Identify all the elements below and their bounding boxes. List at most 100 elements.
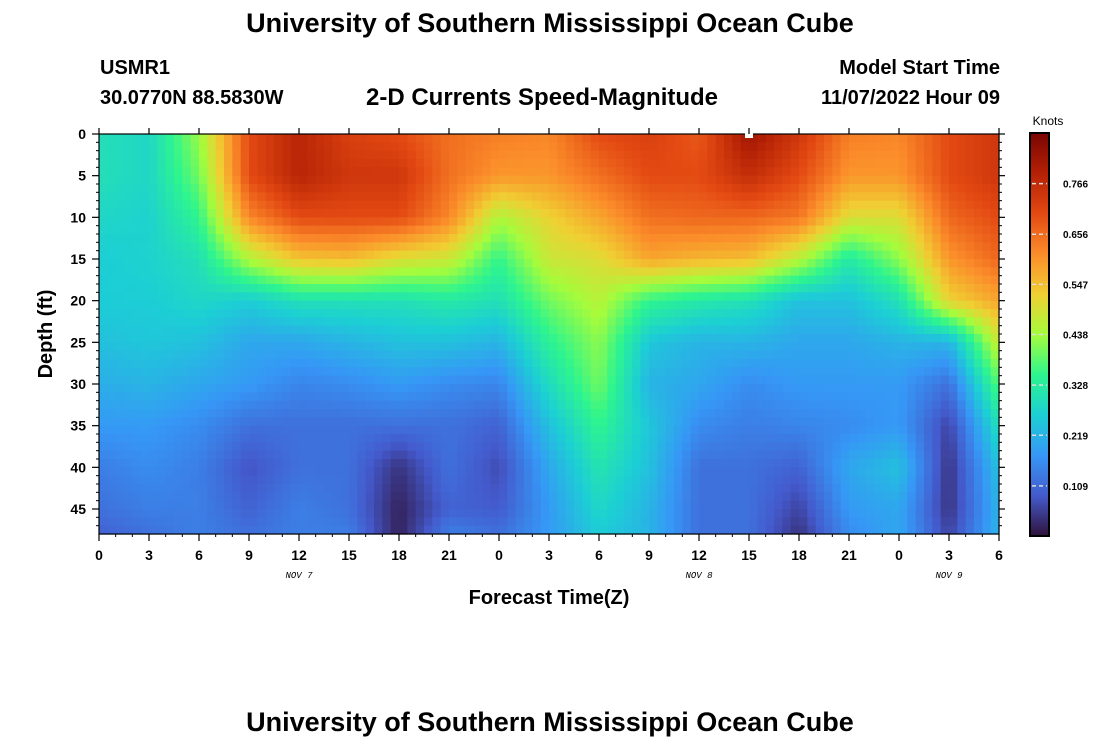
heatmap-cell bbox=[499, 442, 508, 452]
heatmap-cell bbox=[215, 367, 225, 377]
heatmap-cell bbox=[390, 184, 400, 193]
heatmap-cell bbox=[557, 217, 567, 227]
heatmap-cell bbox=[990, 350, 1000, 360]
heatmap-cell bbox=[615, 292, 625, 302]
heatmap-cell bbox=[415, 175, 425, 185]
heatmap-cell bbox=[207, 475, 217, 485]
heatmap-cell bbox=[599, 134, 608, 143]
heatmap-cell bbox=[115, 159, 125, 168]
heatmap-cell bbox=[507, 150, 517, 160]
heatmap-cell bbox=[349, 300, 358, 310]
heatmap-cell bbox=[607, 417, 617, 427]
heatmap-cell bbox=[474, 375, 483, 385]
heatmap-cell bbox=[665, 217, 675, 227]
heatmap-cell bbox=[565, 159, 575, 168]
heatmap-cell bbox=[749, 159, 758, 168]
heatmap-cell bbox=[715, 417, 725, 427]
heatmap-cell bbox=[490, 317, 500, 327]
heatmap-cell bbox=[765, 234, 775, 243]
heatmap-cell bbox=[232, 375, 242, 385]
heatmap-cell bbox=[557, 267, 567, 277]
heatmap-cell bbox=[449, 367, 458, 377]
heatmap-cell bbox=[832, 492, 842, 502]
heatmap-cell bbox=[782, 384, 792, 393]
heatmap-cell bbox=[249, 450, 258, 460]
heatmap-cell bbox=[482, 284, 492, 293]
heatmap-cell bbox=[274, 225, 283, 235]
heatmap-cell bbox=[557, 225, 567, 235]
heatmap-cell bbox=[915, 250, 925, 260]
heatmap-cell bbox=[374, 217, 383, 227]
heatmap-cell bbox=[240, 200, 250, 210]
heatmap-cell bbox=[290, 267, 300, 277]
heatmap-cell bbox=[124, 300, 133, 310]
heatmap-cell bbox=[240, 284, 250, 293]
heatmap-cell bbox=[365, 317, 375, 327]
heatmap-cell bbox=[332, 384, 342, 393]
heatmap-cell bbox=[149, 484, 158, 493]
heatmap-cell bbox=[949, 142, 958, 152]
heatmap-cell bbox=[874, 450, 883, 460]
heatmap-cell bbox=[815, 434, 825, 443]
heatmap-cell bbox=[499, 175, 508, 185]
heatmap-cell bbox=[115, 175, 125, 185]
heatmap-cell bbox=[265, 175, 275, 185]
heatmap-cell bbox=[649, 325, 658, 335]
heatmap-cell bbox=[707, 459, 717, 468]
heatmap-cell bbox=[240, 309, 250, 318]
heatmap-cell bbox=[182, 434, 192, 443]
heatmap-cell bbox=[324, 509, 333, 518]
heatmap-cell bbox=[107, 425, 117, 435]
heatmap-cell bbox=[774, 492, 783, 502]
heatmap-cell bbox=[465, 350, 475, 360]
heatmap-cell bbox=[165, 409, 175, 418]
heatmap-cell bbox=[957, 425, 967, 435]
heatmap-cell bbox=[474, 392, 483, 402]
heatmap-cell bbox=[932, 342, 942, 352]
heatmap-cell bbox=[224, 467, 233, 477]
heatmap-cell bbox=[474, 175, 483, 185]
heatmap-cell bbox=[449, 450, 458, 460]
heatmap-cell bbox=[299, 392, 308, 402]
heatmap-cell bbox=[774, 384, 783, 393]
heatmap-cell bbox=[440, 350, 450, 360]
heatmap-cell bbox=[432, 450, 442, 460]
heatmap-cell bbox=[374, 175, 383, 185]
heatmap-cell bbox=[157, 409, 167, 418]
heatmap-cell bbox=[365, 417, 375, 427]
heatmap-cell bbox=[440, 250, 450, 260]
heatmap-cell bbox=[99, 334, 108, 343]
heatmap-cell bbox=[874, 250, 883, 260]
heatmap-cell bbox=[240, 300, 250, 310]
heatmap-cell bbox=[524, 259, 533, 268]
heatmap-cell bbox=[957, 475, 967, 485]
heatmap-cell bbox=[532, 217, 542, 227]
heatmap-cell bbox=[857, 409, 867, 418]
heatmap-cell bbox=[965, 367, 975, 377]
heatmap-cell bbox=[524, 450, 533, 460]
heatmap-cell bbox=[749, 484, 758, 493]
heatmap-cell bbox=[865, 459, 875, 468]
heatmap-cell bbox=[240, 259, 250, 268]
heatmap-cell bbox=[774, 134, 783, 143]
heatmap-cell bbox=[790, 242, 800, 252]
heatmap-cell bbox=[232, 275, 242, 285]
heatmap-cell bbox=[815, 367, 825, 377]
heatmap-cell bbox=[715, 442, 725, 452]
heatmap-cell bbox=[532, 250, 542, 260]
heatmap-cell bbox=[857, 284, 867, 293]
heatmap-cell bbox=[357, 467, 367, 477]
heatmap-cell bbox=[815, 134, 825, 143]
heatmap-cell bbox=[707, 359, 717, 368]
heatmap-cell bbox=[807, 434, 817, 443]
heatmap-cell bbox=[632, 184, 642, 193]
heatmap-cell bbox=[874, 375, 883, 385]
heatmap-cell bbox=[424, 150, 433, 160]
heatmap-cell bbox=[99, 434, 108, 443]
heatmap-cell bbox=[707, 392, 717, 402]
heatmap-cell bbox=[765, 225, 775, 235]
heatmap-cell bbox=[715, 392, 725, 402]
heatmap-cell bbox=[915, 467, 925, 477]
heatmap-cell bbox=[590, 400, 600, 410]
heatmap-cell bbox=[824, 475, 833, 485]
